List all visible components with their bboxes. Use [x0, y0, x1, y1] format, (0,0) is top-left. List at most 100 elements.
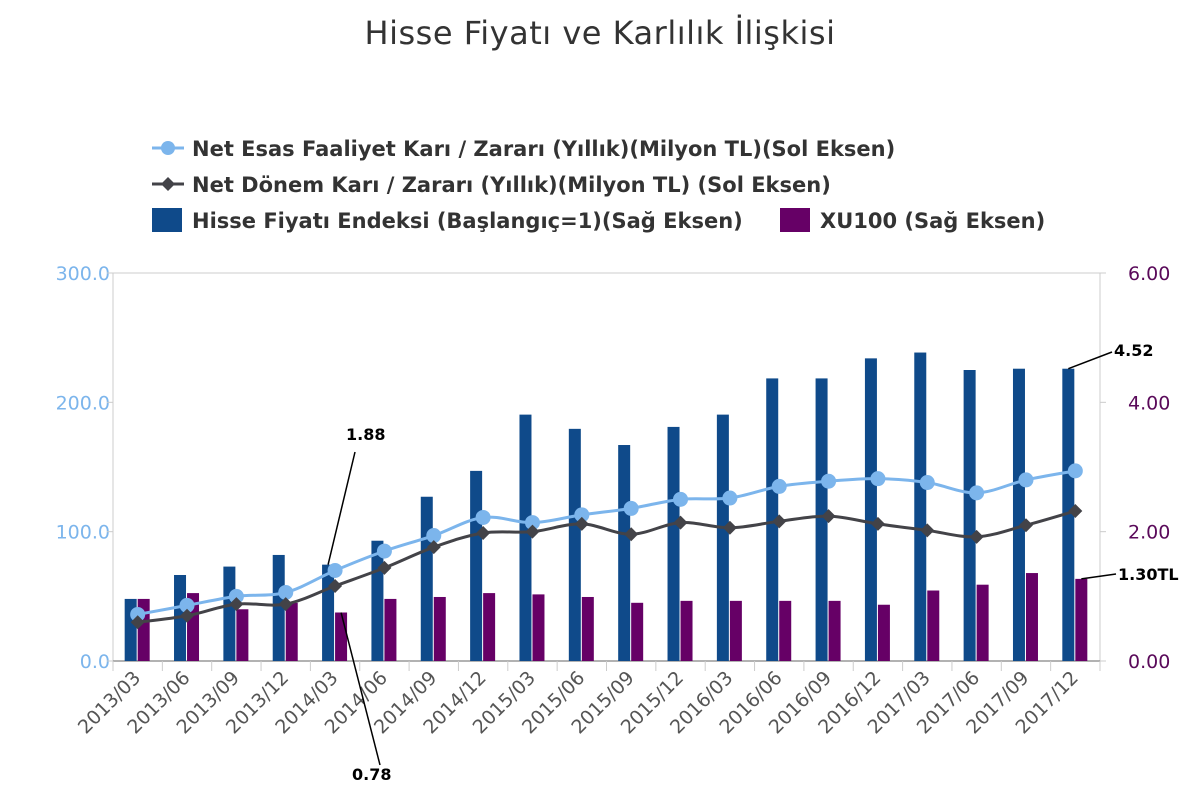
plot-frame [112, 272, 1101, 662]
xu100-bar [433, 596, 446, 661]
xu100-bar [680, 600, 693, 661]
price-index-bar [1062, 368, 1075, 661]
xu100-bar [877, 604, 890, 661]
price-index-bar [322, 564, 335, 661]
price-index-bar [963, 370, 976, 661]
xu100-bar [384, 598, 397, 661]
annotation-pointer [340, 612, 381, 766]
net-esas-faaliyet-point [327, 562, 343, 578]
price-index-bar [519, 414, 532, 661]
left-axis-tick-label: 300.0 [56, 263, 110, 285]
net-esas-faaliyet-point [130, 606, 146, 622]
net-donem-point [870, 516, 885, 531]
net-esas-faaliyet-point [821, 473, 837, 489]
net-donem-point [969, 529, 984, 544]
net-donem-point [130, 615, 145, 630]
annotation-pointer [1068, 351, 1113, 370]
legend-label: Net Dönem Karı / Zararı (Yıllık)(Milyon … [192, 173, 831, 197]
legend: Net Esas Faaliyet Karı / Zararı (Yıllık)… [152, 137, 1045, 233]
net-esas-faaliyet-point [1018, 472, 1034, 488]
net-esas-faaliyet-point [722, 490, 738, 506]
net-donem-point [673, 515, 688, 530]
net-donem-point [180, 608, 195, 623]
net-esas-faaliyet-point [969, 485, 985, 501]
net-esas-faaliyet-point [179, 597, 195, 613]
net-esas-faaliyet-point [524, 515, 540, 531]
price-index-bar [667, 426, 680, 661]
xu100-bar [285, 602, 298, 661]
xu100-bar [631, 602, 644, 661]
net-esas-faaliyet-point [870, 471, 886, 487]
net-donem-point [1068, 503, 1083, 518]
net-donem-point [278, 597, 293, 612]
left-axis-tick-label: 200.0 [56, 392, 110, 414]
annotation-label: 1.30TL [1118, 565, 1179, 584]
net-esas-faaliyet-point [574, 507, 590, 523]
net-esas-faaliyet-point [673, 491, 689, 507]
price-index-bar [815, 378, 828, 661]
price-index-bar [272, 554, 285, 661]
legend-diamond-marker [161, 177, 175, 191]
annotation-label: 4.52 [1114, 341, 1153, 360]
price-index-bar [716, 414, 729, 661]
net-esas-faaliyet-point [278, 584, 294, 600]
price-index-bar [914, 352, 927, 661]
xu100-bar [483, 593, 496, 661]
left-axis-tick-label: 0.0 [80, 651, 110, 673]
annotation-pointer [1081, 573, 1117, 580]
legend-bar-swatch [780, 208, 810, 232]
net-esas-faaliyet-point [919, 475, 935, 491]
legend-bar-swatch [152, 208, 182, 232]
right-axis-tick-label: 0.00 [1128, 651, 1170, 673]
axes: 0.0100.0200.0300.00.002.004.006.002013/0… [56, 263, 1171, 738]
net-donem-point [229, 597, 244, 612]
xu100-bar [335, 612, 348, 661]
price-index-bar [568, 428, 581, 661]
price-index-bar [864, 358, 877, 661]
net-esas-faaliyet-point [376, 543, 392, 559]
xu100-bar [729, 600, 742, 661]
left-axis-tick-label: 100.0 [56, 522, 110, 544]
net-donem-point [525, 524, 540, 539]
price-index-bar [420, 496, 433, 661]
xu100-bar [779, 600, 792, 661]
chart-title: Hisse Fiyatı ve Karlılık İlişkisi [364, 14, 836, 52]
right-axis-tick-label: 2.00 [1128, 522, 1170, 544]
net-esas-faaliyet-point [1067, 463, 1083, 479]
xu100-bar [1075, 578, 1088, 661]
net-donem-point [574, 516, 589, 531]
net-donem-point [328, 578, 343, 593]
legend-circle-marker [161, 141, 175, 155]
net-donem-point [377, 560, 392, 575]
lines [130, 463, 1083, 630]
xu100-bar [976, 584, 989, 661]
net-donem-point [1018, 518, 1033, 533]
xu100-bar [927, 590, 940, 661]
legend-label: XU100 (Sağ Eksen) [820, 209, 1045, 233]
net-esas-faaliyet-point [475, 509, 491, 525]
net-donem-point [426, 540, 441, 555]
net-esas-faaliyet-point [771, 478, 787, 494]
price-index-bar [223, 566, 236, 661]
net-donem-point [624, 527, 639, 542]
net-esas-faaliyet-point [426, 528, 442, 544]
price-index-bar [618, 445, 631, 661]
xu100-bar [828, 600, 841, 661]
net-donem-point [722, 520, 737, 535]
annotation-pointer [327, 451, 356, 565]
net-esas-faaliyet-point [228, 588, 244, 604]
price-index-bar [766, 378, 779, 661]
legend-label: Net Esas Faaliyet Karı / Zararı (Yıllık)… [192, 137, 895, 161]
price-index-bar [470, 470, 483, 661]
annotation-label: 0.78 [352, 765, 391, 784]
legend-label: Hisse Fiyatı Endeksi (Başlangıç=1)(Sağ E… [192, 209, 743, 233]
annotation-label: 1.88 [346, 425, 385, 444]
price-index-bar [371, 540, 384, 661]
right-axis-tick-label: 6.00 [1128, 263, 1170, 285]
xu100-bar [1025, 573, 1038, 661]
xu100-bar [236, 609, 249, 661]
annotations: 1.88 0.78 4.52 1.30TL [327, 341, 1179, 784]
net-donem-point [920, 523, 935, 538]
net-donem-point [476, 525, 491, 540]
